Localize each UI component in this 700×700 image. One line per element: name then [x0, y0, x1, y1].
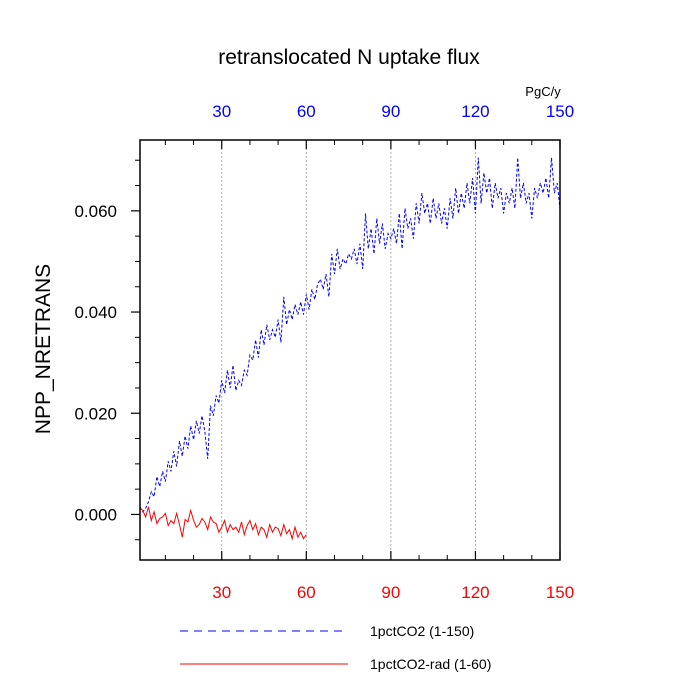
- bottom-x-tick-label-30: 30: [212, 583, 231, 602]
- bottom-x-tick-label-60: 60: [297, 583, 316, 602]
- plot-frame: [139, 139, 561, 561]
- y-tick-label-0: 0.000: [74, 505, 117, 524]
- top-x-tick-label-90: 90: [381, 102, 400, 121]
- series-lines: [139, 157, 561, 541]
- top-x-tick-label-150: 150: [546, 102, 574, 121]
- y-axis-label: NPP_NRETRANS: [32, 264, 55, 434]
- bottom-x-tick-label-150: 150: [546, 583, 574, 602]
- top-x-tick-label-60: 60: [297, 102, 316, 121]
- y-tick-label-2: 0.040: [74, 303, 117, 322]
- y-tick-label-1: 0.020: [74, 404, 117, 423]
- top-x-tick-label-120: 120: [461, 102, 489, 121]
- chart-title: retranslocated N uptake flux: [218, 46, 480, 69]
- bottom-x-tick-label-120: 120: [461, 583, 489, 602]
- series-line-2: [139, 506, 307, 541]
- legend: 1pctCO2 (1-150) 1pctCO2-rad (1-60): [180, 623, 491, 672]
- legend-label-2: 1pctCO2-rad (1-60): [370, 656, 491, 672]
- gridlines: [221, 140, 476, 560]
- axis-ticks: [131, 140, 561, 560]
- top-axis-unit-label: PgC/y: [525, 84, 561, 99]
- axis-tick-labels: 30 30 60 60 90 90 120 120 150 150 0.000 0.020 0.040 0…: [74, 102, 574, 602]
- y-tick-label-3: 0.060: [74, 202, 117, 221]
- series-line-1: [139, 157, 561, 513]
- legend-label-1: 1pctCO2 (1-150): [370, 623, 474, 639]
- bottom-x-tick-label-90: 90: [381, 583, 400, 602]
- top-x-tick-label-30: 30: [212, 102, 231, 121]
